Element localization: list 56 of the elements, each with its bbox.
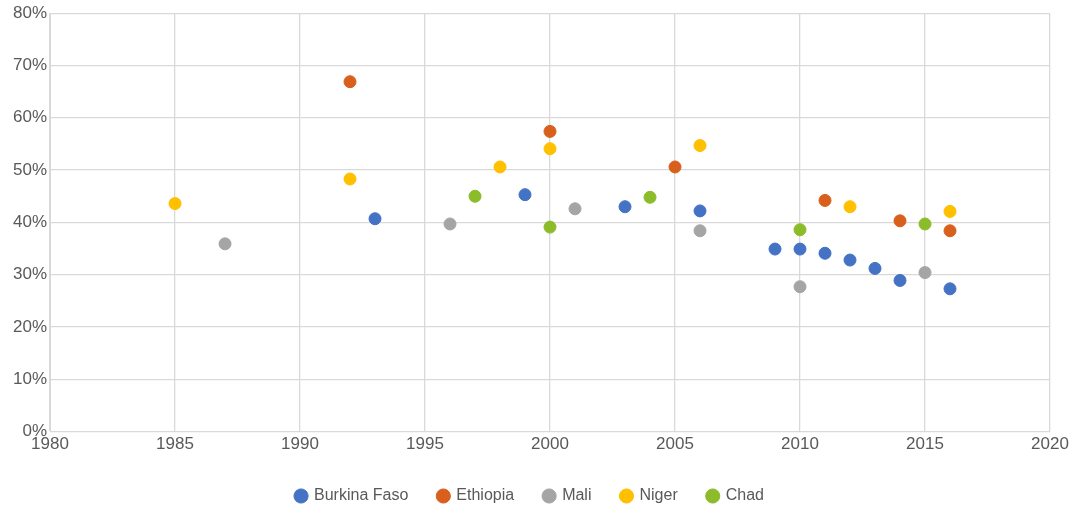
x-tick-label: 1985 <box>156 434 194 454</box>
point <box>343 75 357 89</box>
point <box>643 190 657 204</box>
point <box>668 160 682 174</box>
point <box>868 261 882 275</box>
legend-label: Mali <box>562 486 592 504</box>
point <box>168 197 182 211</box>
legend-label: Chad <box>725 486 764 504</box>
point <box>493 160 507 174</box>
point <box>218 237 232 251</box>
x-tick-label: 2020 <box>1031 434 1069 454</box>
point <box>943 282 957 296</box>
point <box>918 217 932 231</box>
y-tick-label: 40% <box>12 212 48 232</box>
point <box>918 266 932 280</box>
point <box>693 224 707 238</box>
y-tick-label: 10% <box>12 368 48 388</box>
point <box>543 142 557 156</box>
point <box>793 280 807 294</box>
y-tick-label: 70% <box>12 55 48 75</box>
x-tick-label: 2005 <box>656 434 694 454</box>
point <box>893 214 907 228</box>
legend-label: Niger <box>639 486 679 504</box>
y-tick-label: 80% <box>12 2 48 22</box>
point <box>818 193 832 207</box>
point <box>818 246 832 260</box>
point <box>843 253 857 267</box>
point <box>543 124 557 138</box>
point <box>943 224 957 238</box>
point <box>768 242 782 256</box>
x-tick-label: 1995 <box>406 434 444 454</box>
point <box>693 139 707 153</box>
point <box>843 200 857 214</box>
point <box>693 204 707 218</box>
point <box>518 188 532 202</box>
y-tick-label: 50% <box>12 159 48 179</box>
point <box>368 212 382 226</box>
legend-label: Burkina Faso <box>314 486 409 504</box>
point <box>568 202 582 216</box>
point <box>893 273 907 287</box>
point <box>793 242 807 256</box>
legend-label: Ethiopia <box>456 486 515 504</box>
point <box>468 189 482 203</box>
x-tick-label: 2010 <box>781 434 819 454</box>
y-tick-label: 30% <box>12 264 48 284</box>
point <box>443 217 457 231</box>
point <box>943 204 957 218</box>
y-tick-label: 60% <box>12 107 48 127</box>
y-tick-label: 20% <box>12 316 48 336</box>
x-tick-label: 2000 <box>531 434 569 454</box>
point <box>618 200 632 214</box>
point <box>793 223 807 237</box>
x-tick-label: 2015 <box>906 434 944 454</box>
point <box>543 220 557 234</box>
x-tick-label: 1990 <box>281 434 319 454</box>
point <box>343 172 357 186</box>
